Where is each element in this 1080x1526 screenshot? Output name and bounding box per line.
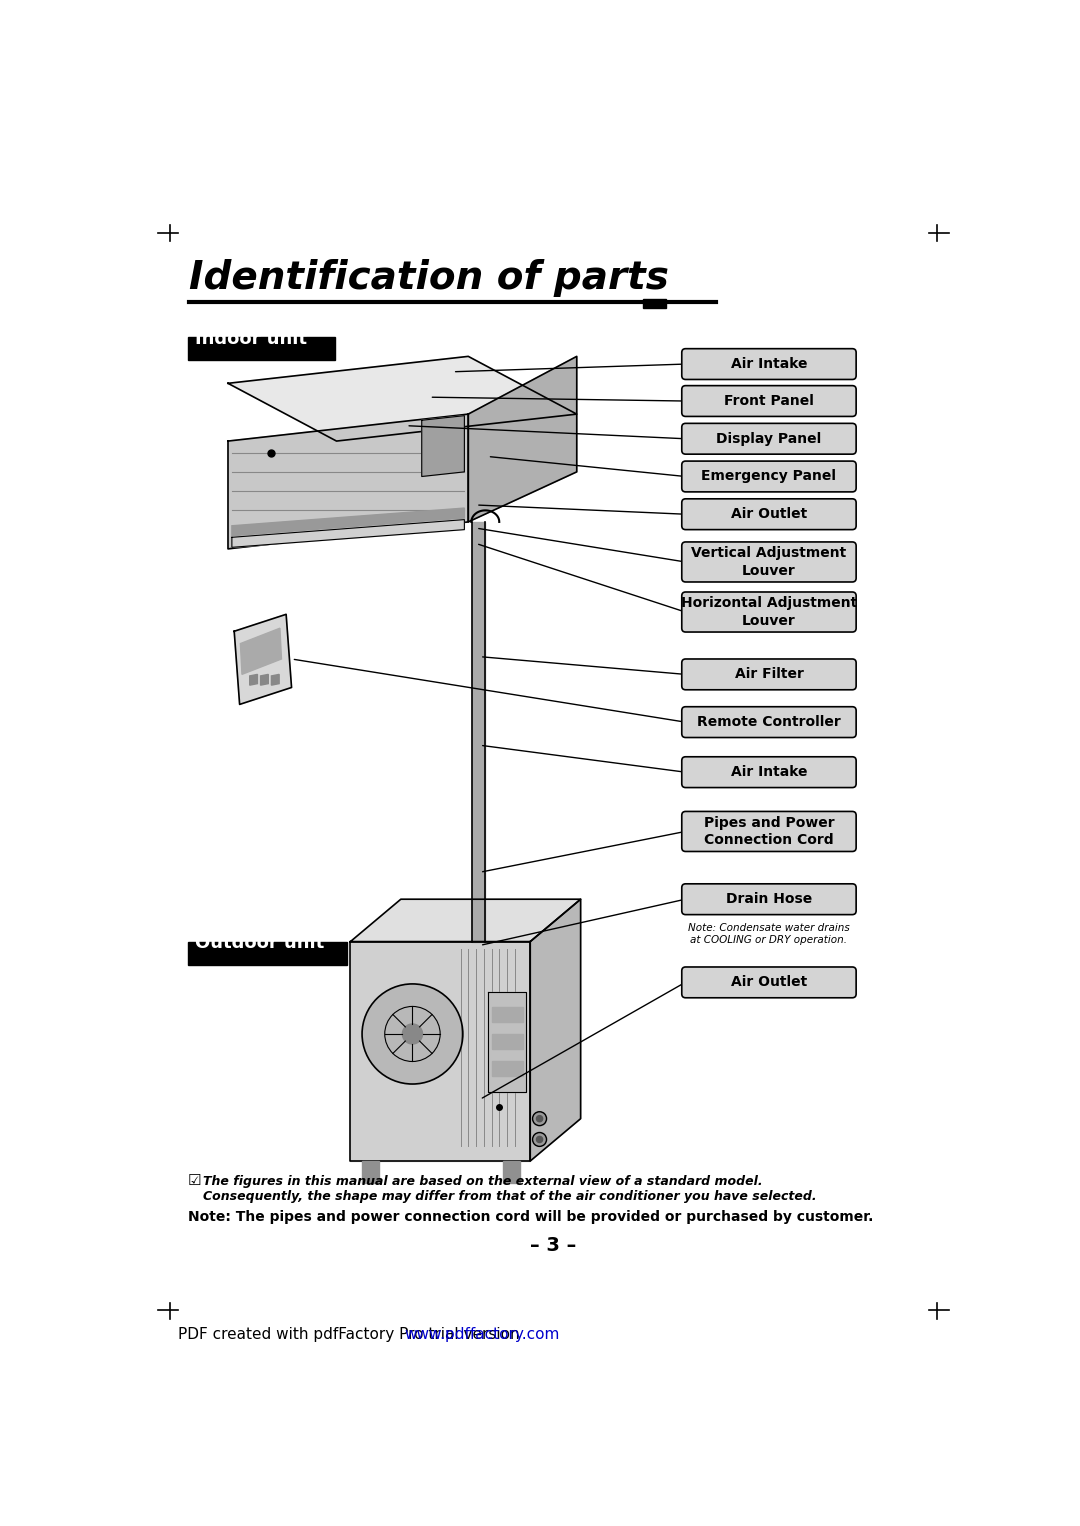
Polygon shape xyxy=(422,415,464,476)
Polygon shape xyxy=(362,1161,379,1183)
Polygon shape xyxy=(234,615,292,705)
Circle shape xyxy=(362,984,463,1083)
FancyBboxPatch shape xyxy=(681,386,856,417)
Polygon shape xyxy=(530,899,581,1161)
Polygon shape xyxy=(232,520,464,548)
Text: ☑: ☑ xyxy=(188,1173,201,1187)
Polygon shape xyxy=(228,414,469,549)
Text: Air Filter: Air Filter xyxy=(734,667,804,682)
Polygon shape xyxy=(241,629,282,674)
Text: Air Intake: Air Intake xyxy=(731,765,807,780)
Circle shape xyxy=(532,1112,546,1126)
FancyBboxPatch shape xyxy=(681,461,856,491)
Circle shape xyxy=(532,1132,546,1146)
FancyBboxPatch shape xyxy=(681,812,856,852)
Circle shape xyxy=(537,1137,542,1143)
Polygon shape xyxy=(350,899,581,942)
FancyBboxPatch shape xyxy=(681,757,856,787)
Text: – 3 –: – 3 – xyxy=(530,1236,577,1254)
Text: Drain Hose: Drain Hose xyxy=(726,893,812,906)
Text: Horizontal Adjustment
Louver: Horizontal Adjustment Louver xyxy=(680,597,858,627)
Text: The figures in this manual are based on the external view of a standard model.: The figures in this manual are based on … xyxy=(203,1175,762,1187)
FancyBboxPatch shape xyxy=(681,659,856,690)
Text: Pipes and Power
Connection Cord: Pipes and Power Connection Cord xyxy=(704,816,834,847)
FancyBboxPatch shape xyxy=(681,348,856,380)
Polygon shape xyxy=(503,1161,521,1183)
Text: Identification of parts: Identification of parts xyxy=(189,259,670,298)
Polygon shape xyxy=(271,674,279,685)
FancyBboxPatch shape xyxy=(681,884,856,914)
Polygon shape xyxy=(469,357,577,522)
FancyBboxPatch shape xyxy=(681,967,856,998)
Polygon shape xyxy=(350,942,530,1161)
Text: Indoor unit: Indoor unit xyxy=(195,330,308,348)
Text: Display Panel: Display Panel xyxy=(716,432,822,446)
Text: Consequently, the shape may differ from that of the air conditioner you have sel: Consequently, the shape may differ from … xyxy=(203,1190,816,1204)
Circle shape xyxy=(537,1116,542,1122)
Circle shape xyxy=(403,1024,422,1044)
FancyBboxPatch shape xyxy=(681,423,856,455)
Text: Remote Controller: Remote Controller xyxy=(697,716,841,729)
Text: Air Outlet: Air Outlet xyxy=(731,975,807,989)
FancyBboxPatch shape xyxy=(681,707,856,737)
FancyBboxPatch shape xyxy=(188,337,335,360)
Polygon shape xyxy=(491,1061,523,1076)
Text: Front Panel: Front Panel xyxy=(724,394,814,407)
Text: Note: The pipes and power connection cord will be provided or purchased by custo: Note: The pipes and power connection cor… xyxy=(188,1210,873,1224)
Text: Vertical Adjustment
Louver: Vertical Adjustment Louver xyxy=(691,546,847,578)
Text: Air Intake: Air Intake xyxy=(731,357,807,371)
FancyBboxPatch shape xyxy=(681,542,856,581)
Polygon shape xyxy=(491,1035,523,1050)
Polygon shape xyxy=(627,299,666,308)
Text: www.pdffactory.com: www.pdffactory.com xyxy=(404,1328,559,1341)
Polygon shape xyxy=(488,992,526,1091)
Polygon shape xyxy=(228,357,577,441)
FancyBboxPatch shape xyxy=(681,592,856,632)
FancyBboxPatch shape xyxy=(188,942,347,964)
Text: Emergency Panel: Emergency Panel xyxy=(701,470,836,484)
Polygon shape xyxy=(249,674,257,685)
Text: Note: Condensate water drains
at COOLING or DRY operation.: Note: Condensate water drains at COOLING… xyxy=(688,923,850,945)
FancyBboxPatch shape xyxy=(681,499,856,530)
Text: PDF created with pdfFactory Pro trial version: PDF created with pdfFactory Pro trial ve… xyxy=(177,1328,524,1341)
Polygon shape xyxy=(260,674,268,685)
Polygon shape xyxy=(491,1007,523,1022)
Text: Outdoor unit: Outdoor unit xyxy=(195,934,325,952)
Text: Air Outlet: Air Outlet xyxy=(731,507,807,522)
Polygon shape xyxy=(472,522,485,942)
Polygon shape xyxy=(643,299,666,308)
Polygon shape xyxy=(232,508,464,536)
